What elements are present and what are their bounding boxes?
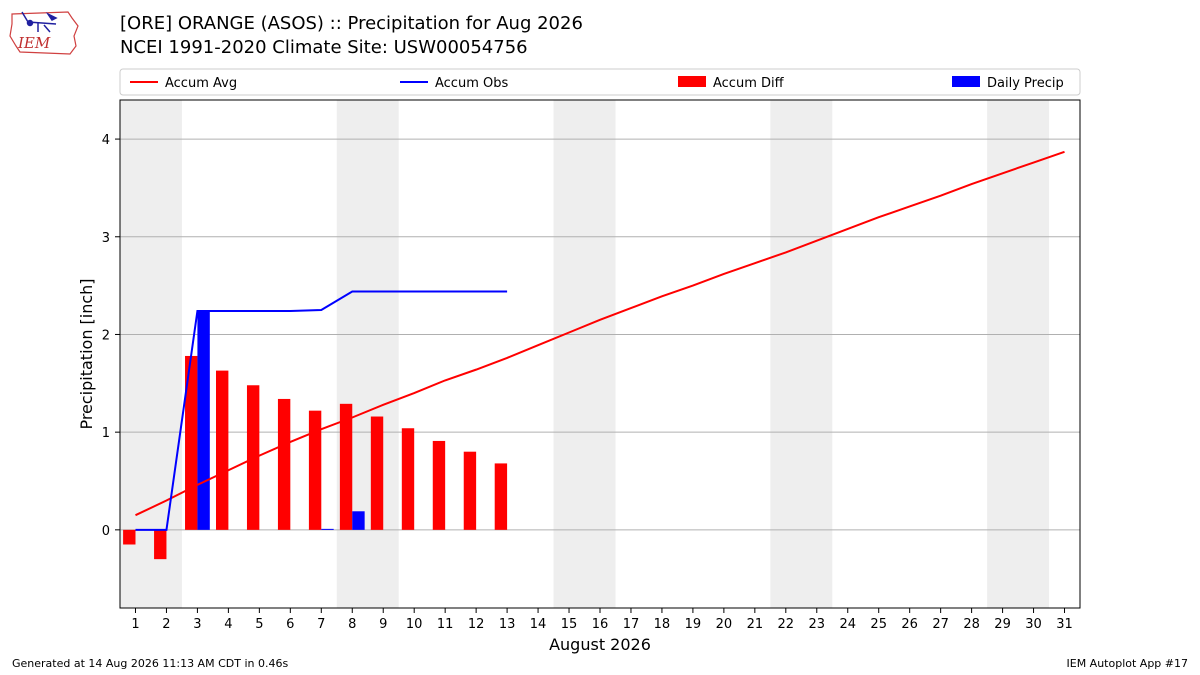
weather-icon xyxy=(21,11,58,33)
x-tick-label: 25 xyxy=(870,617,887,632)
x-tick-label: 15 xyxy=(561,617,578,632)
x-tick-label: 18 xyxy=(654,617,671,632)
weekend-band xyxy=(987,100,1050,608)
x-tick-label: 6 xyxy=(286,617,294,632)
logo-text: IEM xyxy=(17,34,51,52)
accum-diff-bar xyxy=(277,398,291,530)
x-tick-label: 11 xyxy=(437,617,454,632)
x-tick-label: 31 xyxy=(1056,617,1073,632)
accum-diff-bar xyxy=(370,416,384,530)
accum-avg-line xyxy=(135,150,1065,517)
accum-diff-bar xyxy=(154,529,167,560)
x-tick-label: 23 xyxy=(809,617,826,632)
weekend-bands xyxy=(120,100,1050,608)
x-tick-label: 9 xyxy=(379,617,387,632)
chart-subtitle: NCEI 1991-2020 Climate Site: USW00054756 xyxy=(120,37,528,58)
legend-label: Accum Obs xyxy=(435,76,508,91)
generated-timestamp: Generated at 14 Aug 2026 11:13 AM CDT in… xyxy=(12,657,289,670)
x-tick-label: 5 xyxy=(255,617,263,632)
y-tick-label: 3 xyxy=(102,231,110,246)
x-tick-label: 12 xyxy=(468,617,485,632)
x-tick-label: 21 xyxy=(747,617,764,632)
legend-label: Accum Diff xyxy=(713,76,785,91)
y-tick-label: 2 xyxy=(102,328,110,343)
legend: Accum Avg Accum Obs Accum Diff Daily Precip xyxy=(119,68,1081,96)
accum-diff-bar xyxy=(123,529,136,545)
x-tick-label: 24 xyxy=(839,617,856,632)
x-tick-label: 13 xyxy=(499,617,516,632)
accum-diff-bar xyxy=(339,403,353,530)
accum-diff-bar xyxy=(216,370,229,530)
x-tick-label: 19 xyxy=(685,617,702,632)
accum-diff-bar xyxy=(308,410,322,530)
x-tick-label: 4 xyxy=(224,617,232,632)
weekend-band xyxy=(120,100,182,608)
legend-swatch xyxy=(678,76,706,87)
x-tick-label: 16 xyxy=(592,617,609,632)
legend-label: Accum Avg xyxy=(165,76,237,91)
x-tick-label: 3 xyxy=(193,617,201,632)
x-tick-label: 17 xyxy=(623,617,640,632)
accum-diff-bar xyxy=(401,428,415,530)
autoplot-app-label: IEM Autoplot App #17 xyxy=(1066,657,1189,670)
accum-diff-bar xyxy=(432,440,446,530)
accum-diff-bar xyxy=(463,451,477,530)
x-tick-label: 7 xyxy=(317,617,325,632)
y-axis-label: Precipitation [inch] xyxy=(77,278,96,429)
weekend-band xyxy=(553,100,616,608)
legend-label: Daily Precip xyxy=(987,76,1064,91)
daily-precip-bar xyxy=(352,511,365,530)
x-tick-label: 8 xyxy=(348,617,356,632)
x-axis-label: August 2026 xyxy=(549,635,651,654)
weekend-band xyxy=(336,100,399,608)
x-tick-label: 27 xyxy=(932,617,949,632)
y-tick-label: 4 xyxy=(102,133,110,148)
daily-precip-bar xyxy=(321,528,334,530)
y-tick-label: 1 xyxy=(102,426,110,441)
y-tick-label: 0 xyxy=(102,524,110,539)
x-tick-label: 2 xyxy=(162,617,170,632)
x-tick-label: 26 xyxy=(901,617,918,632)
x-tick-label: 1 xyxy=(131,617,139,632)
x-tick-label: 10 xyxy=(406,617,423,632)
x-tick-label: 30 xyxy=(1025,617,1042,632)
legend-swatch xyxy=(952,76,980,87)
x-tick-label: 29 xyxy=(994,617,1011,632)
daily-precip-bar xyxy=(197,311,210,530)
iem-logo: IEM xyxy=(9,11,79,55)
legend-box xyxy=(119,68,1081,96)
weekend-band xyxy=(770,100,833,608)
accum-obs-line xyxy=(135,290,508,531)
lines xyxy=(135,150,1065,531)
x-tick-label: 20 xyxy=(716,617,733,632)
accum-diff-bar xyxy=(494,463,508,530)
x-tick-label: 22 xyxy=(778,617,795,632)
x-tick-label: 14 xyxy=(530,617,547,632)
x-tick-label: 28 xyxy=(963,617,980,632)
chart-title: [ORE] ORANGE (ASOS) :: Precipitation for… xyxy=(120,13,583,34)
